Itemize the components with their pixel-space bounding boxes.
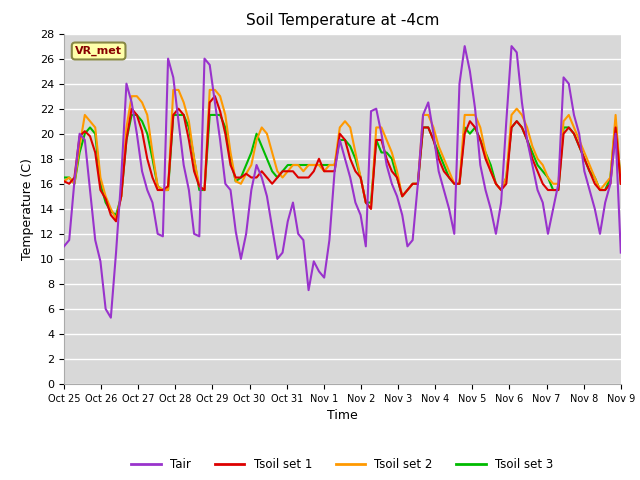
Line: Tair: Tair <box>64 46 621 318</box>
Tair <box>107 315 115 321</box>
Tsoil set 1 <box>331 168 339 174</box>
Tsoil set 2 <box>112 216 120 222</box>
Tsoil set 1 <box>549 187 557 193</box>
Tsoil set 2 <box>331 162 339 168</box>
Tair <box>560 74 568 80</box>
Tsoil set 3 <box>560 125 568 131</box>
Tsoil set 1 <box>211 93 219 99</box>
Tsoil set 2 <box>617 181 625 187</box>
Legend: Tair, Tsoil set 1, Tsoil set 2, Tsoil set 3: Tair, Tsoil set 1, Tsoil set 2, Tsoil se… <box>127 454 558 476</box>
Tsoil set 3 <box>331 162 339 168</box>
Tsoil set 3 <box>549 187 557 193</box>
Tsoil set 3 <box>123 137 131 143</box>
Line: Tsoil set 3: Tsoil set 3 <box>64 115 621 215</box>
Tsoil set 2 <box>513 106 520 111</box>
Tsoil set 3 <box>60 175 68 180</box>
Text: VR_met: VR_met <box>75 46 122 56</box>
Tair <box>123 81 131 86</box>
Tsoil set 1 <box>154 187 161 193</box>
Tsoil set 3 <box>159 187 166 193</box>
Line: Tsoil set 2: Tsoil set 2 <box>64 90 621 219</box>
Tsoil set 3 <box>128 112 136 118</box>
Tair <box>461 43 468 49</box>
Tsoil set 2 <box>170 87 177 93</box>
Tsoil set 1 <box>617 181 625 187</box>
Tsoil set 2 <box>549 181 557 187</box>
Tsoil set 3 <box>617 181 625 187</box>
Title: Soil Temperature at -4cm: Soil Temperature at -4cm <box>246 13 439 28</box>
Line: Tsoil set 1: Tsoil set 1 <box>64 96 621 221</box>
Tair <box>549 206 557 212</box>
Tair <box>617 250 625 255</box>
Tsoil set 2 <box>123 125 131 131</box>
Tsoil set 1 <box>60 179 68 184</box>
X-axis label: Time: Time <box>327 409 358 422</box>
Tair <box>154 231 161 237</box>
Y-axis label: Temperature (C): Temperature (C) <box>22 158 35 260</box>
Tair <box>513 49 520 55</box>
Tsoil set 1 <box>112 218 120 224</box>
Tsoil set 2 <box>154 183 161 189</box>
Tsoil set 1 <box>123 137 131 143</box>
Tsoil set 2 <box>60 179 68 184</box>
Tsoil set 3 <box>513 119 520 124</box>
Tsoil set 2 <box>560 119 568 124</box>
Tair <box>60 243 68 249</box>
Tsoil set 3 <box>112 212 120 218</box>
Tair <box>326 237 333 243</box>
Tsoil set 1 <box>513 119 520 124</box>
Tsoil set 1 <box>560 131 568 137</box>
